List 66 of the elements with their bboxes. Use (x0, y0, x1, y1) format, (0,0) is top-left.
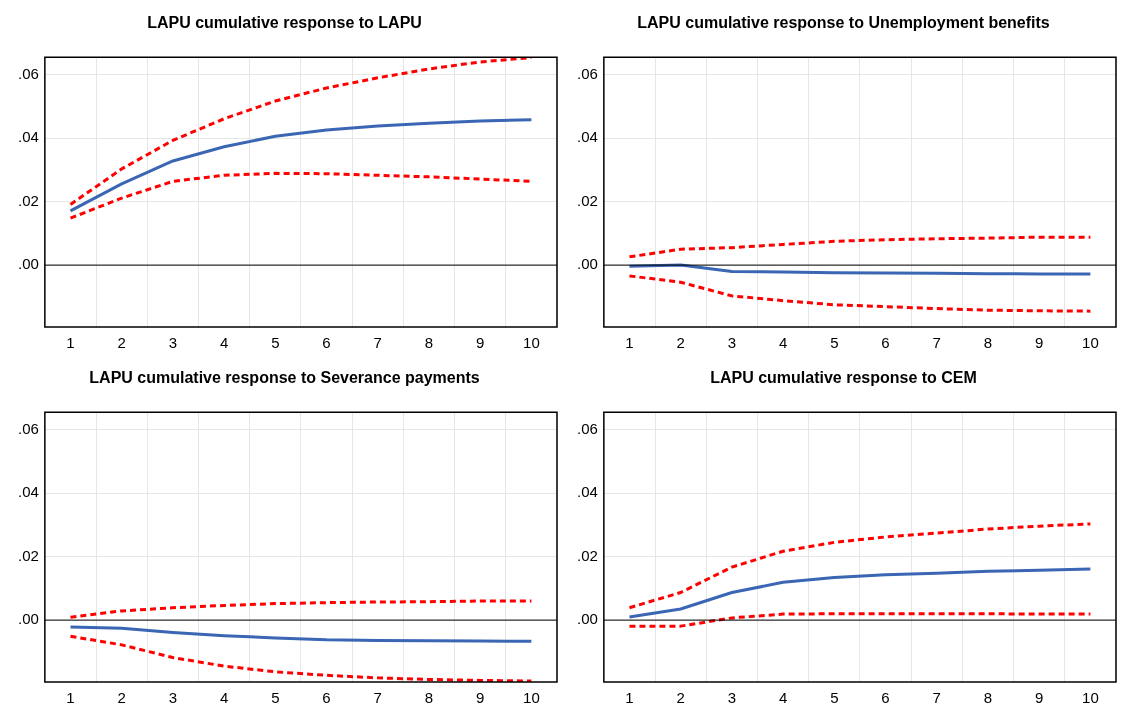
line-series (627, 612, 1092, 628)
x-tick-label: 1 (66, 689, 75, 707)
x-tick-label: 5 (271, 689, 280, 707)
x-tick-label: 4 (219, 334, 229, 352)
chart-title: LAPU cumulative response to Severance payments (89, 369, 480, 387)
x-tick-label: 1 (66, 334, 75, 352)
y-tick-label: .06 (17, 64, 39, 82)
x-tick-label: 8 (983, 689, 993, 707)
x-tick-label: 10 (523, 689, 540, 707)
x-tick-label: 2 (676, 689, 685, 707)
chart-title: LAPU cumulative response to CEM (710, 369, 977, 387)
x-tick-label: 6 (881, 689, 890, 707)
x-tick-label: 4 (778, 334, 788, 352)
x-tick-label: 8 (983, 334, 993, 352)
x-tick-label: 9 (476, 334, 485, 352)
x-tick-label: 3 (727, 334, 737, 352)
y-tick-label: .02 (17, 546, 39, 564)
y-tick-label: .06 (17, 419, 39, 437)
x-tick-label: 6 (322, 689, 331, 707)
y-tick-label: .00 (17, 255, 39, 273)
y-tick-label: .00 (576, 610, 598, 628)
y-tick-label: .02 (576, 191, 598, 209)
x-tick-label: 2 (117, 689, 126, 707)
x-tick-label: 1 (625, 689, 634, 707)
x-tick-label: 8 (424, 334, 434, 352)
y-tick-label: .04 (576, 128, 598, 146)
x-tick-label: 4 (219, 689, 229, 707)
y-tick-label: .04 (17, 483, 39, 501)
y-tick-label: .04 (17, 128, 39, 146)
line-series (68, 634, 533, 682)
x-tick-label: 7 (373, 334, 382, 352)
x-tick-label: 5 (271, 334, 280, 352)
x-tick-label: 8 (424, 689, 434, 707)
x-tick-label: 7 (932, 334, 941, 352)
x-tick-label: 9 (1035, 689, 1044, 707)
y-tick-label: .02 (576, 546, 598, 564)
line-series (627, 235, 1092, 259)
y-tick-label: .00 (17, 610, 39, 628)
x-tick-label: 7 (373, 689, 382, 707)
x-tick-label: 4 (778, 689, 788, 707)
x-tick-label: 2 (676, 334, 685, 352)
x-tick-label: 5 (830, 334, 839, 352)
chart-title: LAPU cumulative response to LAPU (147, 14, 422, 32)
x-tick-label: 6 (322, 334, 331, 352)
x-tick-label: 5 (830, 689, 839, 707)
line-series (68, 599, 533, 619)
x-tick-label: 3 (727, 689, 737, 707)
x-tick-label: 2 (117, 334, 126, 352)
chart-title: LAPU cumulative response to Unemployment benefits (637, 14, 1050, 32)
y-tick-label: .00 (576, 255, 598, 273)
line-series (627, 522, 1092, 610)
y-tick-label: .04 (576, 483, 598, 501)
x-tick-label: 7 (932, 689, 941, 707)
x-tick-label: 1 (625, 334, 634, 352)
y-tick-label: .06 (576, 419, 598, 437)
x-tick-label: 6 (881, 334, 890, 352)
line-series (627, 274, 1092, 313)
y-tick-label: .02 (17, 191, 39, 209)
x-tick-label: 10 (523, 334, 540, 352)
x-tick-label: 9 (1035, 334, 1044, 352)
x-tick-label: 10 (1082, 689, 1099, 707)
x-tick-label: 9 (476, 689, 485, 707)
x-tick-label: 3 (168, 334, 178, 352)
y-tick-label: .06 (576, 64, 598, 82)
x-tick-label: 3 (168, 689, 178, 707)
x-tick-label: 10 (1082, 334, 1099, 352)
